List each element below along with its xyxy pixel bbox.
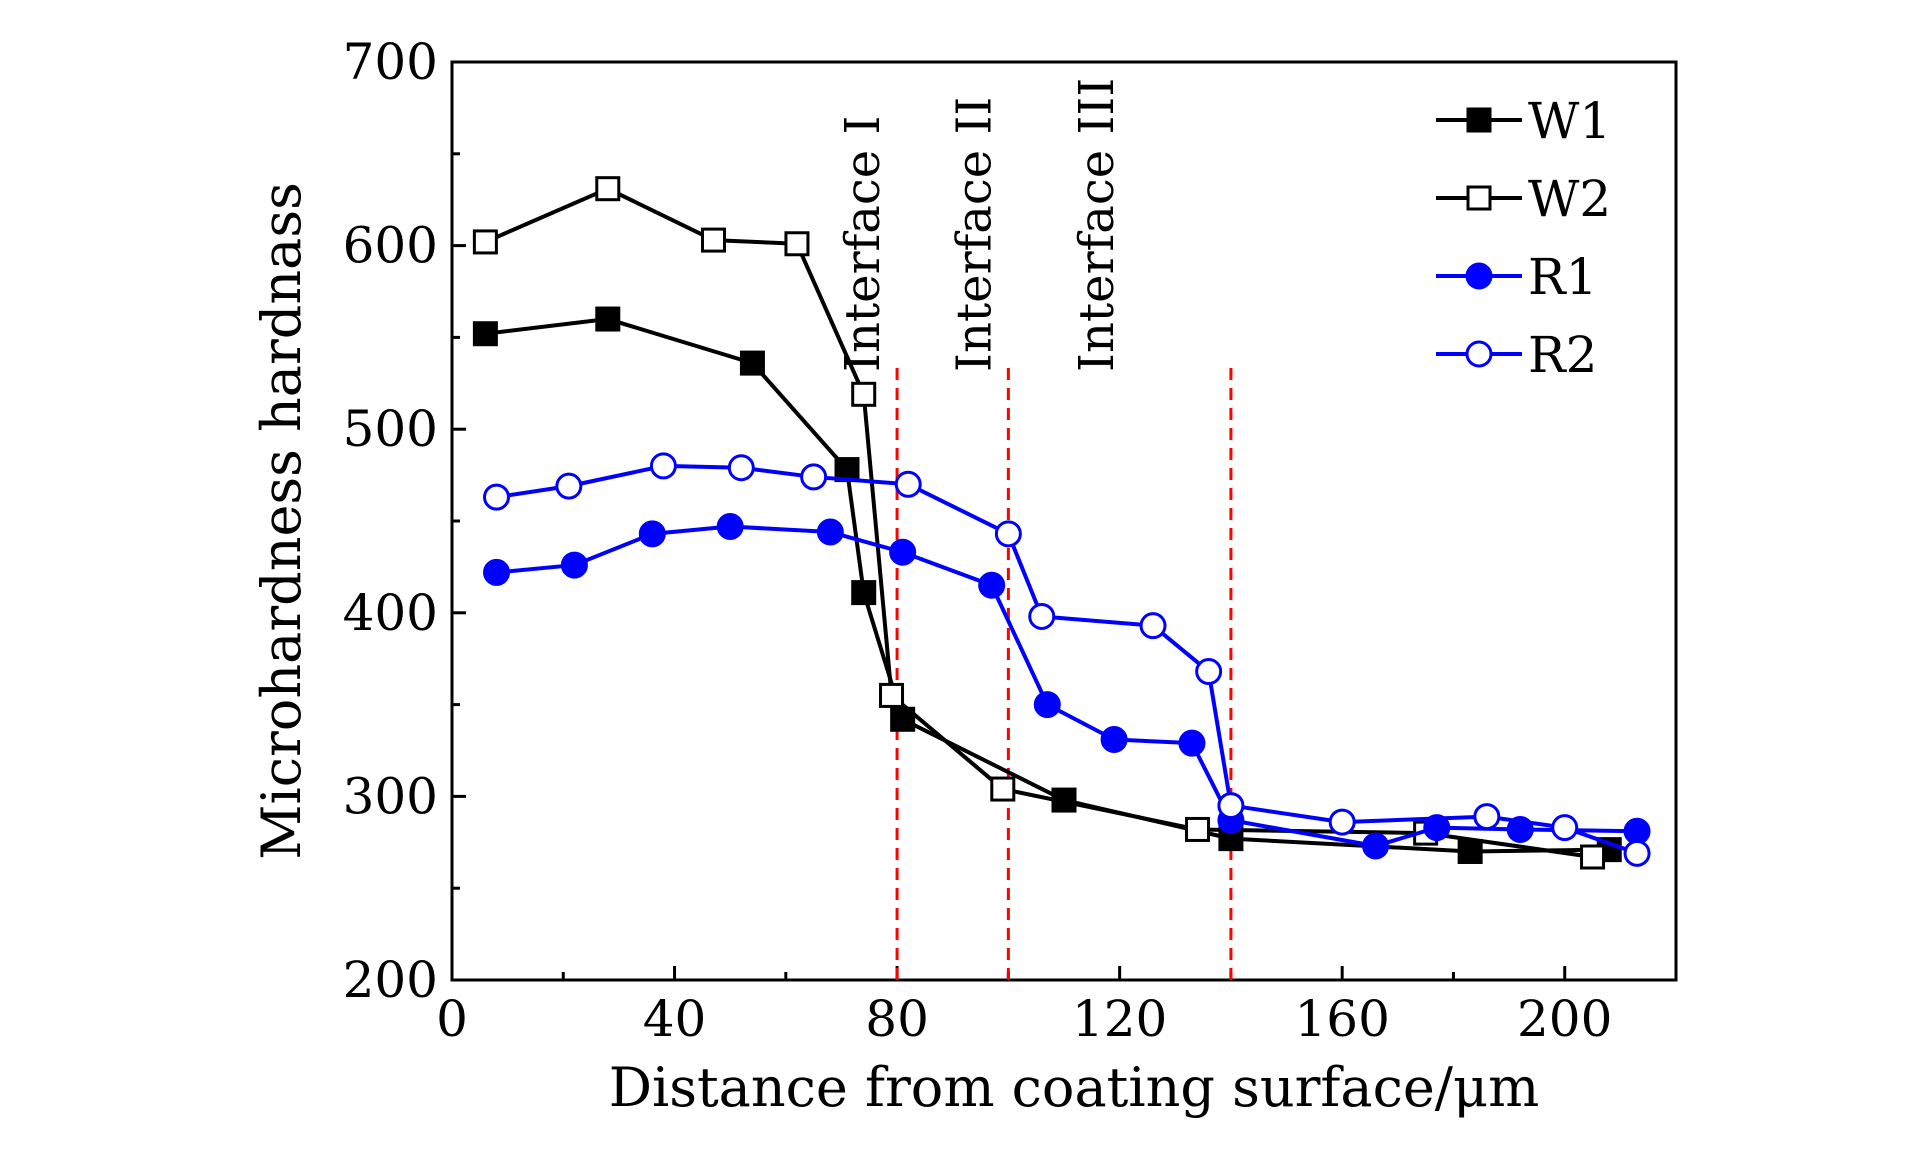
data-point-r1 xyxy=(716,513,744,541)
interface-label: Interface III xyxy=(1069,78,1125,372)
data-point-r1 xyxy=(638,520,666,548)
x-axis-title: Distance from coating surface/μm xyxy=(609,1056,1540,1119)
data-point-r1 xyxy=(1362,832,1390,860)
data-point-r2 xyxy=(1623,839,1651,867)
legend-marker xyxy=(1466,185,1492,211)
data-point-r2 xyxy=(1028,602,1056,630)
data-point-r2 xyxy=(1195,658,1223,686)
data-point-r2 xyxy=(800,463,828,491)
data-point-r2 xyxy=(727,454,755,482)
legend-item-w1: W1 xyxy=(1436,92,1611,150)
series-r2 xyxy=(483,452,1651,867)
data-point-r2 xyxy=(555,472,583,500)
x-tick-label: 200 xyxy=(1517,990,1612,1048)
series-line-w1 xyxy=(485,317,1610,854)
data-point-w2 xyxy=(595,176,621,202)
data-point-r2 xyxy=(1551,814,1579,842)
data-point-w1 xyxy=(472,321,498,347)
y-tick-label: 600 xyxy=(343,217,438,275)
y-tick-label: 200 xyxy=(343,951,438,1009)
x-tick-label: 80 xyxy=(865,990,929,1048)
legend-marker xyxy=(1466,107,1492,133)
x-tick-label: 40 xyxy=(643,990,707,1048)
data-point-w1 xyxy=(739,350,765,376)
data-point-r1 xyxy=(483,558,511,586)
legend-item-r1: R1 xyxy=(1436,248,1597,306)
data-point-r1 xyxy=(816,518,844,546)
interface-label: Interface II xyxy=(946,97,1002,372)
data-point-w2 xyxy=(472,229,498,255)
data-point-r2 xyxy=(1473,803,1501,831)
data-point-r2 xyxy=(894,470,922,498)
data-point-r2 xyxy=(649,452,677,480)
series-w1 xyxy=(472,306,1622,864)
y-tick-label: 300 xyxy=(343,767,438,825)
y-axis-title: Microhardness hardnass xyxy=(250,182,313,860)
x-tick-label: 160 xyxy=(1294,990,1389,1048)
data-point-w1 xyxy=(1457,838,1483,864)
x-tick-label: 0 xyxy=(436,990,468,1048)
data-point-r1 xyxy=(560,551,588,579)
x-tick-label: 120 xyxy=(1072,990,1167,1048)
data-point-r1 xyxy=(1100,725,1128,753)
legend-marker xyxy=(1465,262,1493,290)
legend-item-r2: R2 xyxy=(1436,326,1597,384)
legend-marker xyxy=(1465,340,1493,368)
data-point-r2 xyxy=(994,520,1022,548)
data-point-w1 xyxy=(595,306,621,332)
data-point-r2 xyxy=(483,483,511,511)
data-point-w1 xyxy=(890,706,916,732)
series-w2 xyxy=(472,176,1606,870)
y-tick-label: 700 xyxy=(343,33,438,91)
data-point-r1 xyxy=(978,571,1006,599)
data-point-w2 xyxy=(851,381,877,407)
data-point-r1 xyxy=(889,538,917,566)
interface-label: Interface I xyxy=(835,116,891,372)
data-point-r1 xyxy=(1033,691,1061,719)
data-point-w2 xyxy=(990,776,1016,802)
data-point-r2 xyxy=(1328,808,1356,836)
legend-label: W1 xyxy=(1528,92,1611,150)
data-point-w2 xyxy=(700,227,726,253)
data-point-r1 xyxy=(1178,729,1206,757)
legend-label: R2 xyxy=(1528,326,1597,384)
data-point-r1 xyxy=(1423,814,1451,842)
data-point-w1 xyxy=(851,580,877,606)
data-point-r2 xyxy=(1139,612,1167,640)
data-point-w2 xyxy=(879,682,905,708)
y-tick-label: 400 xyxy=(343,584,438,642)
data-point-w2 xyxy=(1185,816,1211,842)
legend-item-w2: W2 xyxy=(1436,170,1611,228)
data-point-r2 xyxy=(1217,792,1245,820)
legend-label: R1 xyxy=(1528,248,1597,306)
data-point-r1 xyxy=(1623,817,1651,845)
legend-label: W2 xyxy=(1528,170,1611,228)
data-point-w2 xyxy=(784,231,810,257)
data-point-w2 xyxy=(1580,844,1606,870)
y-tick-label: 500 xyxy=(343,400,438,458)
